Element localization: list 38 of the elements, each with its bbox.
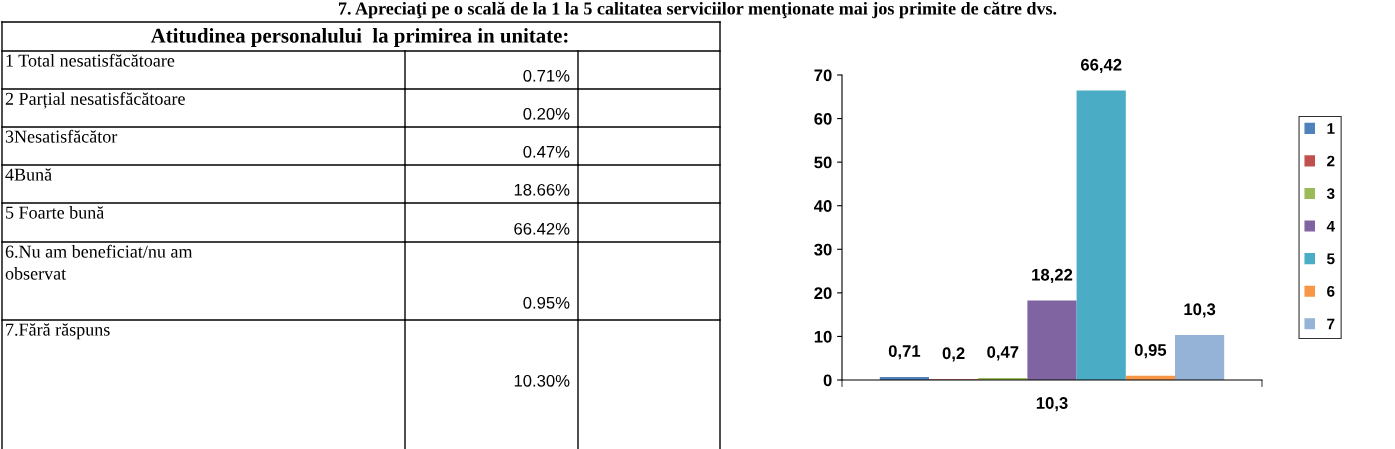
text: 0.47% bbox=[523, 145, 570, 158]
category-label: 4Bună bbox=[5, 168, 52, 181]
y-tick-label: 70 bbox=[814, 69, 832, 82]
legend-label: 7 bbox=[1327, 318, 1335, 330]
category-label: 2 Parțial nesatisfăcătoare bbox=[5, 92, 185, 109]
data-label: 66,42 bbox=[1080, 58, 1122, 74]
text: 10.30% bbox=[514, 374, 570, 387]
category-label: 1 Total nesatisfăcătoare bbox=[6, 53, 175, 67]
data-label: 0,2 bbox=[942, 347, 965, 362]
text: 0.71% bbox=[523, 69, 570, 82]
data-label: 0,47 bbox=[987, 346, 1019, 361]
y-tick-label: 0 bbox=[823, 374, 832, 387]
legend-label: 2 bbox=[1327, 155, 1335, 167]
data-label: 18,22 bbox=[1032, 268, 1073, 284]
category-label: 5 Foarte bună bbox=[6, 206, 105, 219]
y-tick-label: 10 bbox=[814, 330, 832, 343]
data-label: 0,95 bbox=[1134, 344, 1167, 359]
legend-label: 6 bbox=[1327, 285, 1335, 297]
text: Atitudinea personalului la primirea in unitate: bbox=[150, 28, 568, 47]
y-tick-label: 50 bbox=[814, 156, 832, 169]
category-label: 3Nesatisfăcător bbox=[5, 129, 118, 143]
y-tick-label: 30 bbox=[814, 243, 832, 256]
text: 18.66% bbox=[514, 183, 570, 196]
text: 66.42% bbox=[514, 222, 570, 235]
data-label: 10,3 bbox=[1184, 303, 1216, 318]
data-label: 0,71 bbox=[888, 345, 921, 360]
y-tick-label: 40 bbox=[813, 200, 832, 212]
y-tick-label: 60 bbox=[814, 112, 832, 125]
category-label: 7.Fără răspuns bbox=[6, 323, 110, 340]
y-tick-label: 20 bbox=[814, 287, 832, 300]
text: 0.20% bbox=[523, 107, 570, 120]
text: 7. Apreciaţi pe o scală de la 1 la 5 calitatea serviciilor menţionate mai jos primite de către dvs. bbox=[338, 1, 1057, 19]
text: 0.95% bbox=[523, 296, 570, 309]
legend-label: 1 bbox=[1327, 123, 1335, 134]
legend-label: 5 bbox=[1327, 253, 1335, 265]
category-label: 6.Nu am beneficiat/nu am observat bbox=[5, 244, 193, 280]
legend-label: 4 bbox=[1326, 220, 1335, 232]
legend-label: 3 bbox=[1326, 188, 1335, 200]
